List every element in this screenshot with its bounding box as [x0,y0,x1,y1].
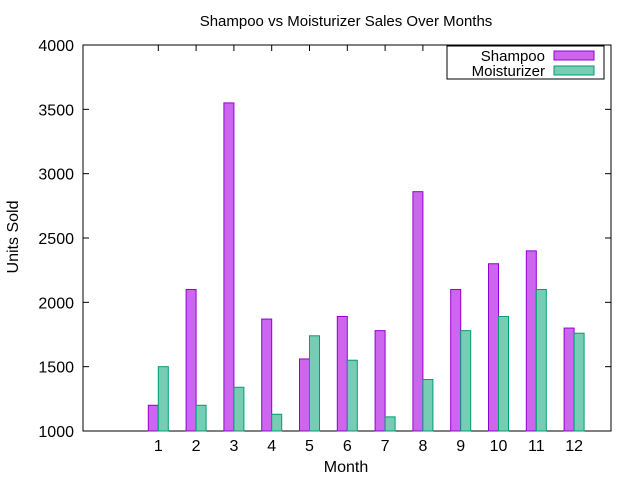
legend-swatch-shampoo [553,50,595,61]
y-tick-label: 1500 [38,360,74,377]
bar-shampoo [374,330,386,432]
x-tick-label: 3 [229,438,238,455]
x-tick-label: 10 [490,438,508,455]
chart-title: Shampoo vs Moisturizer Sales Over Months [200,13,493,30]
y-tick-label: 3000 [38,167,74,184]
y-tick-label: 3500 [38,102,74,119]
y-tick-label: 1000 [38,424,74,441]
legend-label-moisturizer: Moisturizer [472,63,545,80]
x-axis-label: Month [324,459,368,476]
y-axis-label: Units Sold [5,201,22,274]
bar-shampoo [488,263,499,432]
bar-moisturizer [535,288,547,432]
bar-moisturizer [233,386,245,432]
x-tick-label: 9 [456,438,465,455]
bar-shampoo [147,404,159,432]
bar-shampoo [412,191,424,432]
bar-moisturizer [460,330,472,432]
bar-shampoo [563,327,575,432]
x-tick-label: 6 [343,438,352,455]
bar-moisturizer [309,335,320,432]
bar-shampoo [299,358,310,432]
bar-moisturizer [498,315,509,432]
x-tick-label: 12 [565,438,583,455]
bar-moisturizer [271,413,283,432]
x-tick-label: 8 [418,438,427,455]
bar-shampoo [223,102,235,432]
legend-swatch-moisturizer [553,65,595,76]
bar-shampoo [261,318,273,432]
x-tick-label: 5 [305,438,314,455]
bar-moisturizer [346,359,358,432]
bar-shampoo [185,288,197,432]
bar-shampoo [525,250,537,432]
legend-label-shampoo: Shampoo [481,48,545,65]
x-tick-label: 4 [267,438,276,455]
bar-moisturizer [157,366,169,432]
bar-shampoo [336,315,348,432]
bar-moisturizer [573,332,585,432]
bar-moisturizer [384,416,396,432]
x-tick-label: 2 [192,438,201,455]
bar-moisturizer [422,379,434,432]
x-tick-label: 1 [154,438,163,455]
y-tick-label: 4000 [38,38,74,55]
bar-shampoo [450,288,462,432]
x-tick-label: 11 [528,438,545,455]
y-tick-label: 2000 [38,295,74,312]
y-tick-label: 2500 [38,231,74,248]
x-tick-label: 7 [381,438,390,455]
bar-moisturizer [195,404,207,432]
